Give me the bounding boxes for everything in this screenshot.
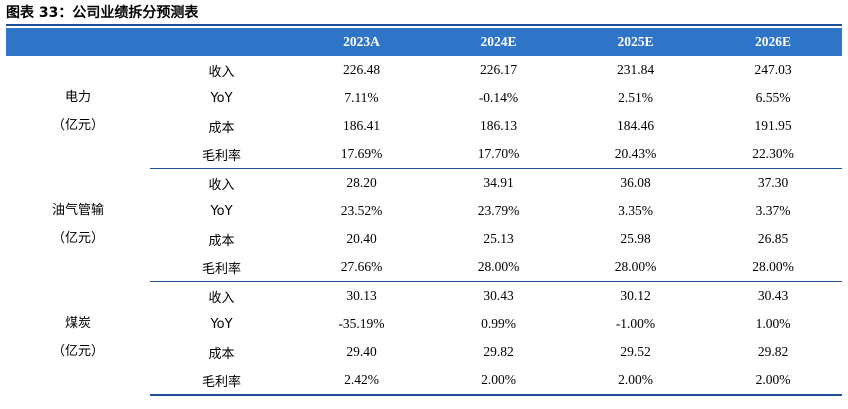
table-caption: 图表 33：公司业绩拆分预测表 [6, 5, 199, 21]
segment-cell: 电力 （亿元） [6, 56, 150, 169]
segment-name: 油气管输 [51, 203, 104, 218]
table-body: 电力 （亿元） 收入 226.48 226.17 231.84 247.03 YoY 7.11%… [6, 56, 842, 396]
segment-name: 电力 [64, 90, 91, 106]
value-cell: 2.00% [430, 366, 567, 396]
value-cell: 29.40 [346, 344, 377, 359]
header-blank-metric [150, 28, 293, 56]
table-row: 成本 29.40 29.82 29.52 29.82 [6, 338, 842, 366]
table-row: 油气管输 （亿元） 收入 28.20 34.91 36.08 37.30 [6, 169, 842, 246]
metric-label: YoY [210, 203, 233, 219]
value-cell: 29.52 [620, 344, 651, 359]
value-cell: 30.43 [757, 288, 789, 303]
metric-label: 成本 [208, 346, 235, 362]
value-cell: 3.35% [618, 203, 653, 218]
value-cell: 20.43% [567, 140, 704, 169]
table-row: YoY -35.19% 0.99% -1.00% 1.00% [6, 310, 842, 338]
metric-label: 毛利率 [150, 366, 293, 396]
value-cell: 37.30 [757, 175, 789, 190]
value-cell: 17.70% [430, 140, 567, 169]
value-cell: 27.66% [293, 253, 430, 282]
header-blank-segment [6, 28, 150, 56]
value-cell: 2.42% [293, 366, 430, 396]
metric-label: 收入 [208, 64, 235, 80]
value-cell: 30.12 [620, 288, 651, 303]
value-cell: 7.11% [344, 90, 379, 105]
metric-label: 毛利率 [150, 253, 293, 282]
value-cell: 17.69% [293, 140, 430, 169]
value-cell: -35.19% [338, 316, 385, 331]
metric-label: 收入 [208, 290, 235, 306]
value-cell: 30.43 [483, 288, 514, 303]
table-row: 煤炭 （亿元） 收入 30.13 30.43 30.12 30.43 [6, 282, 842, 359]
metric-label: YoY [210, 316, 233, 332]
value-cell: 29.82 [757, 344, 789, 359]
header-2024e: 2024E [430, 28, 567, 56]
caption-divider [6, 24, 842, 26]
table-row: 电力 （亿元） 收入 226.48 226.17 231.84 247.03 [6, 56, 842, 133]
value-cell: 6.55% [755, 90, 791, 105]
table-row: 毛利率 2.42% 2.00% 2.00% 2.00% [6, 366, 842, 396]
segment-cell: 油气管输 （亿元） [6, 169, 150, 282]
segment-unit: （亿元） [51, 118, 104, 134]
value-cell: -0.14% [478, 90, 519, 105]
value-cell: 184.46 [616, 118, 655, 133]
value-cell: 23.52% [340, 203, 383, 218]
table-row: 毛利率 17.69% 17.70% 20.43% 22.30% [6, 140, 842, 169]
value-cell: 0.99% [481, 316, 516, 331]
table-row: YoY 23.52% 23.79% 3.35% 3.37% [6, 197, 842, 225]
value-cell: 28.00% [704, 253, 842, 282]
value-cell: 2.00% [704, 366, 842, 396]
value-cell: 23.79% [477, 203, 520, 218]
table-row: YoY 7.11% -0.14% 2.51% 6.55% [6, 84, 842, 112]
value-cell: 186.13 [479, 118, 518, 133]
header-row: 2023A 2024E 2025E 2026E [6, 28, 842, 56]
metric-label: 成本 [208, 120, 235, 136]
value-cell: 3.37% [755, 203, 791, 218]
value-cell: 30.13 [346, 288, 377, 303]
value-cell: 36.08 [620, 175, 651, 190]
value-cell: 231.84 [616, 62, 655, 77]
segment-unit: （亿元） [51, 231, 104, 246]
header-2023a: 2023A [293, 28, 430, 56]
value-cell: 29.82 [483, 344, 514, 359]
value-cell: 26.85 [757, 231, 789, 246]
value-cell: 1.00% [755, 316, 791, 331]
segment-unit: （亿元） [51, 344, 104, 360]
value-cell: 191.95 [754, 118, 792, 133]
value-cell: 25.13 [483, 231, 514, 246]
value-cell: 247.03 [754, 62, 792, 77]
value-cell: 28.20 [346, 175, 377, 190]
value-cell: 25.98 [620, 231, 651, 246]
metric-label: 毛利率 [150, 140, 293, 169]
table-row: 成本 186.41 186.13 184.46 191.95 [6, 112, 842, 140]
forecast-table: 2023A 2024E 2025E 2026E 电力 （亿元） 收入 226.48 22… [6, 28, 842, 396]
value-cell: 2.00% [567, 366, 704, 396]
header-2026e: 2026E [704, 28, 842, 56]
metric-label: YoY [210, 90, 233, 106]
value-cell: 20.40 [346, 231, 377, 246]
value-cell: 2.51% [618, 90, 653, 105]
segment-cell: 煤炭 （亿元） [6, 282, 150, 396]
table-row: 成本 20.40 25.13 25.98 26.85 [6, 225, 842, 253]
value-cell: 28.00% [567, 253, 704, 282]
value-cell: 34.91 [483, 175, 514, 190]
value-cell: 22.30% [704, 140, 842, 169]
header-2025e: 2025E [567, 28, 704, 56]
segment-name: 煤炭 [64, 316, 91, 332]
value-cell: 226.48 [342, 62, 381, 77]
value-cell: 226.17 [479, 62, 518, 77]
value-cell: 28.00% [430, 253, 567, 282]
metric-label: 收入 [208, 177, 235, 193]
metric-label: 成本 [208, 233, 235, 249]
table-row: 毛利率 27.66% 28.00% 28.00% 28.00% [6, 253, 842, 282]
value-cell: 186.41 [342, 118, 381, 133]
value-cell: -1.00% [615, 316, 656, 331]
